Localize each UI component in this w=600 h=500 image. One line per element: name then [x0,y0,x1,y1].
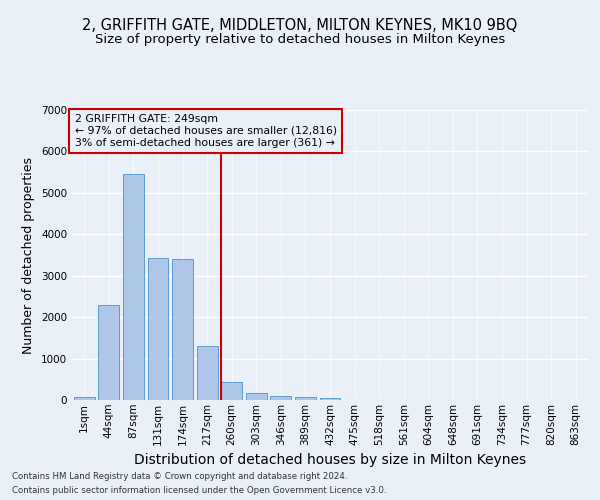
Y-axis label: Number of detached properties: Number of detached properties [22,156,35,354]
Text: 2, GRIFFITH GATE, MIDDLETON, MILTON KEYNES, MK10 9BQ: 2, GRIFFITH GATE, MIDDLETON, MILTON KEYN… [82,18,518,32]
Bar [221,382,242,400]
Bar [197,346,218,400]
Text: Contains public sector information licensed under the Open Government Licence v3: Contains public sector information licen… [12,486,386,495]
Text: 2 GRIFFITH GATE: 249sqm
← 97% of detached houses are smaller (12,816)
3% of semi: 2 GRIFFITH GATE: 249sqm ← 97% of detache… [74,114,337,148]
Bar [271,396,292,400]
Bar [246,393,267,400]
Bar [295,396,316,400]
Text: Contains HM Land Registry data © Crown copyright and database right 2024.: Contains HM Land Registry data © Crown c… [12,472,347,481]
Bar [74,396,95,400]
Bar [98,304,119,400]
Bar [123,174,144,400]
Text: Size of property relative to detached houses in Milton Keynes: Size of property relative to detached ho… [95,32,505,46]
Bar [320,398,340,400]
Bar [148,258,169,400]
X-axis label: Distribution of detached houses by size in Milton Keynes: Distribution of detached houses by size … [134,453,526,467]
Bar [172,259,193,400]
